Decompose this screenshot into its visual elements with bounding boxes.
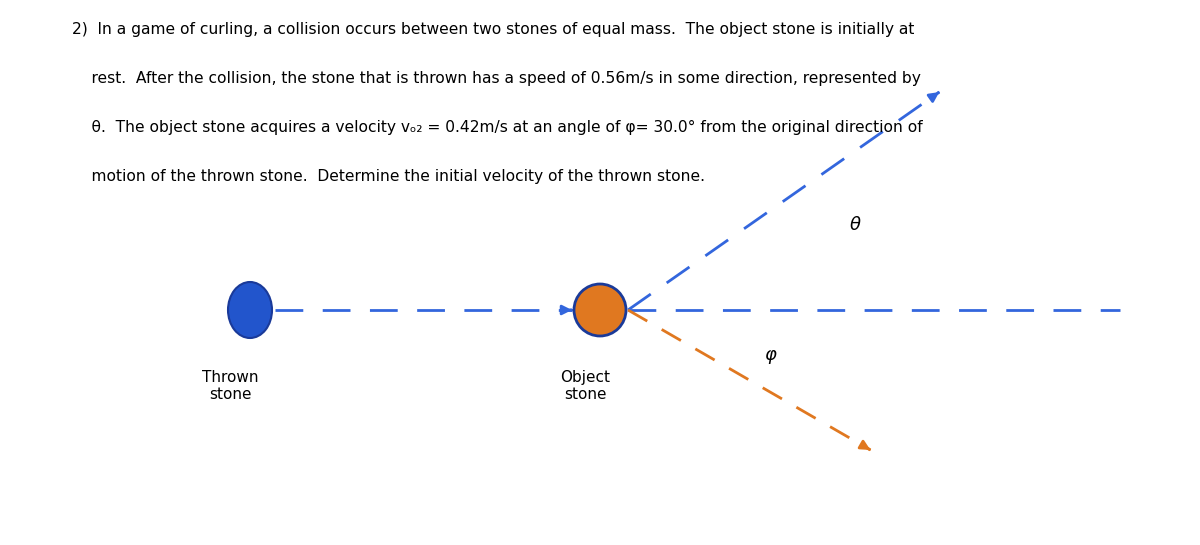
Text: θ: θ <box>850 216 860 234</box>
Text: φ: φ <box>764 346 776 364</box>
Text: 2)  In a game of curling, a collision occurs between two stones of equal mass.  : 2) In a game of curling, a collision occ… <box>72 22 914 37</box>
Text: θ.  The object stone acquires a velocity vₒ₂ = 0.42m/s at an angle of φ= 30.0° f: θ. The object stone acquires a velocity … <box>72 120 923 135</box>
Text: Object
stone: Object stone <box>560 370 610 402</box>
Text: Thrown
stone: Thrown stone <box>202 370 258 402</box>
Ellipse shape <box>228 282 272 338</box>
Text: motion of the thrown stone.  Determine the initial velocity of the thrown stone.: motion of the thrown stone. Determine th… <box>72 169 706 184</box>
Circle shape <box>574 284 626 336</box>
Text: rest.  After the collision, the stone that is thrown has a speed of 0.56m/s in s: rest. After the collision, the stone tha… <box>72 71 920 86</box>
